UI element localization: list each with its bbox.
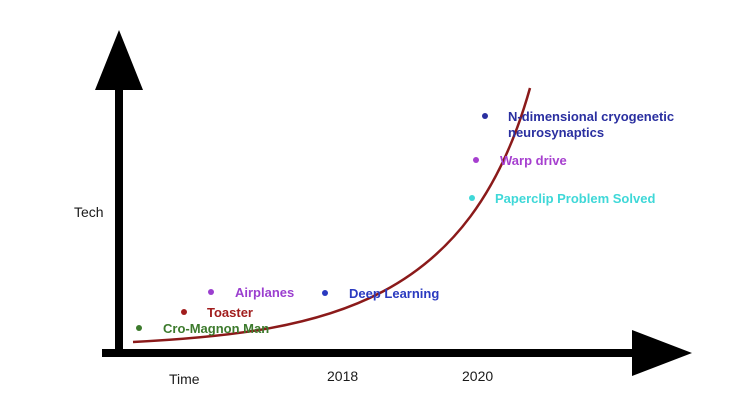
event-label-deep-learning: Deep Learning [349, 286, 439, 301]
y-axis-label: Tech [74, 204, 104, 220]
y-axis-shaft [115, 85, 123, 355]
event-marker-warp-drive [473, 157, 479, 163]
event-label-paperclip-problem-solved: Paperclip Problem Solved [495, 191, 655, 206]
x-axis-label: Time [169, 371, 200, 387]
x-tick-label-2020: 2020 [462, 368, 493, 384]
event-marker-deep-learning [322, 290, 328, 296]
event-label-toaster: Toaster [207, 305, 253, 320]
event-marker-airplanes [208, 289, 214, 295]
event-label-warp-drive: Warp drive [500, 153, 567, 168]
event-marker-cro-magnon-man [136, 325, 142, 331]
event-marker-toaster [181, 309, 187, 315]
event-marker-paperclip-problem-solved [469, 195, 475, 201]
x-axis-arrowhead [632, 330, 692, 376]
growth-curve [132, 87, 532, 344]
event-label-n-dimensional-line2: neurosynaptics [508, 125, 604, 140]
x-axis-shaft [102, 349, 642, 357]
event-label-n-dimensional-line1: N-dimensional cryogenetic [508, 109, 674, 124]
x-tick-label-2018: 2018 [327, 368, 358, 384]
event-label-cro-magnon-man: Cro-Magnon Man [163, 321, 269, 336]
y-axis-arrowhead [95, 30, 143, 90]
event-marker-n-dimensional [482, 113, 488, 119]
event-label-airplanes: Airplanes [235, 285, 294, 300]
